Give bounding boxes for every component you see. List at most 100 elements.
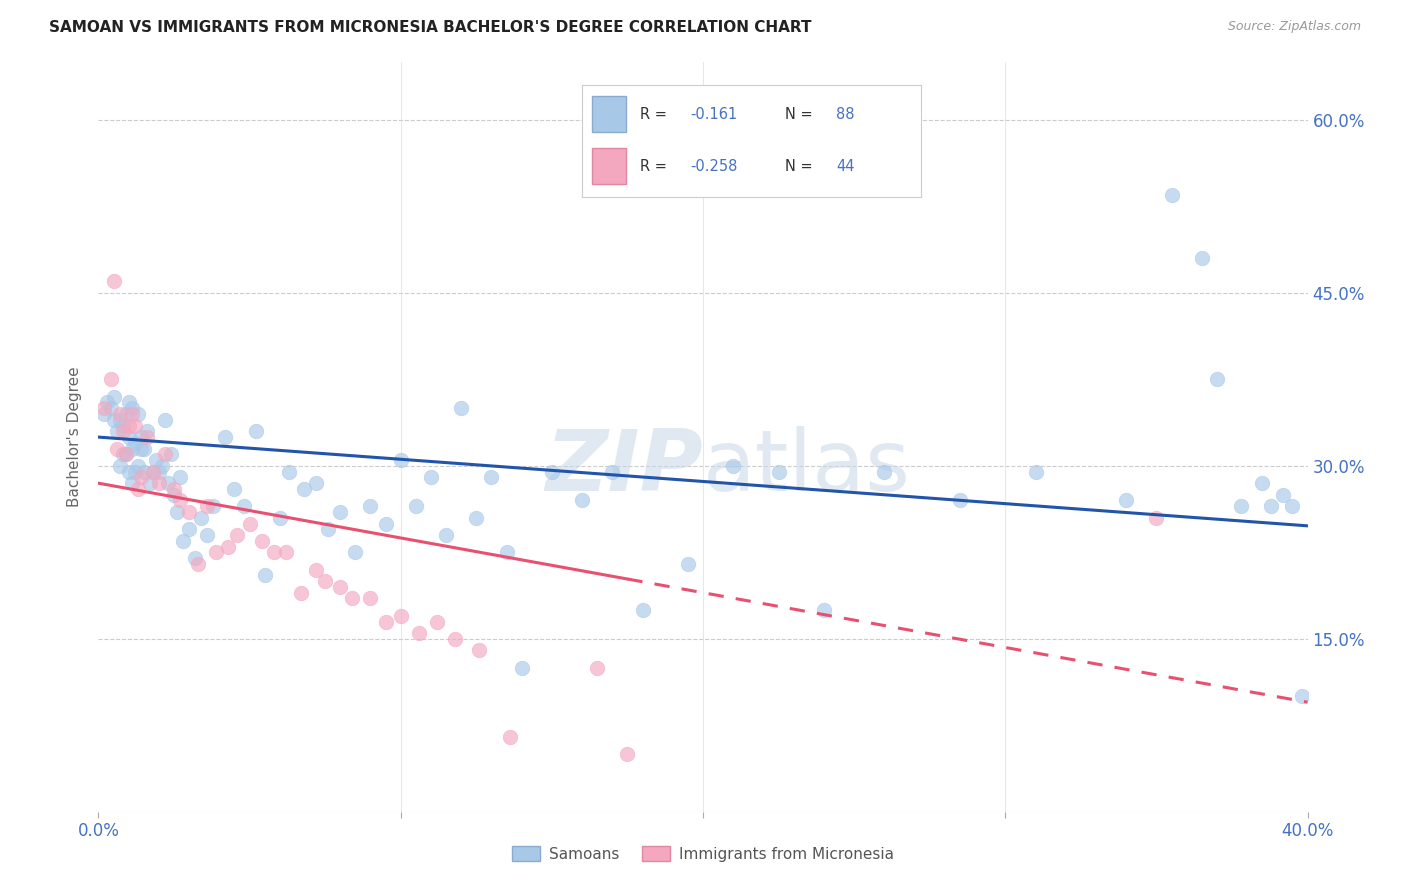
Point xyxy=(129,470,152,484)
Point xyxy=(1281,500,1303,514)
Point xyxy=(166,505,188,519)
Point xyxy=(121,476,143,491)
Point xyxy=(160,447,183,461)
Text: SAMOAN VS IMMIGRANTS FROM MICRONESIA BACHELOR'S DEGREE CORRELATION CHART: SAMOAN VS IMMIGRANTS FROM MICRONESIA BAC… xyxy=(49,20,811,35)
Point xyxy=(118,430,141,444)
Point xyxy=(118,418,141,433)
Point xyxy=(132,465,155,479)
Point xyxy=(169,470,191,484)
Point xyxy=(408,626,430,640)
Text: atlas: atlas xyxy=(703,425,911,508)
Point xyxy=(148,465,170,479)
Point xyxy=(873,465,896,479)
Point xyxy=(103,390,125,404)
Point xyxy=(420,470,443,484)
Point xyxy=(121,407,143,421)
Point xyxy=(93,407,115,421)
Point xyxy=(121,401,143,416)
Point xyxy=(1272,488,1295,502)
Point xyxy=(179,505,201,519)
Point xyxy=(245,425,267,439)
Point xyxy=(148,476,170,491)
Point xyxy=(305,476,328,491)
Point xyxy=(93,401,115,416)
Point xyxy=(1260,500,1282,514)
Point xyxy=(127,458,149,473)
Point xyxy=(217,540,239,554)
Point xyxy=(103,413,125,427)
Point xyxy=(342,591,364,606)
Point xyxy=(153,447,176,461)
Point xyxy=(1144,510,1167,524)
Point xyxy=(145,453,167,467)
Point xyxy=(250,533,273,548)
Point xyxy=(187,557,209,571)
Point xyxy=(190,510,212,524)
Point xyxy=(100,401,122,416)
Point xyxy=(214,430,236,444)
Point xyxy=(142,465,165,479)
Point xyxy=(465,510,488,524)
Point xyxy=(202,500,225,514)
Point xyxy=(481,470,503,484)
Point xyxy=(602,465,624,479)
Point xyxy=(586,660,609,674)
Point xyxy=(135,430,157,444)
Point xyxy=(195,528,218,542)
Point xyxy=(374,516,396,531)
Point xyxy=(1160,188,1182,202)
Point xyxy=(263,545,285,559)
Point xyxy=(239,516,262,531)
Point xyxy=(135,425,157,439)
Point xyxy=(1230,500,1253,514)
Point xyxy=(153,413,176,427)
Point xyxy=(100,372,122,386)
Point xyxy=(195,500,218,514)
Point xyxy=(232,500,254,514)
Point xyxy=(127,407,149,421)
Point xyxy=(127,482,149,496)
Point xyxy=(129,442,152,456)
Point xyxy=(444,632,467,646)
Point xyxy=(108,458,131,473)
Point xyxy=(360,591,382,606)
Point xyxy=(1191,252,1213,266)
Point xyxy=(450,401,472,416)
Point xyxy=(813,603,835,617)
Point xyxy=(495,545,517,559)
Point xyxy=(150,458,173,473)
Point xyxy=(277,465,299,479)
Point xyxy=(571,493,593,508)
Point xyxy=(1251,476,1274,491)
Point xyxy=(139,476,162,491)
Point xyxy=(124,435,146,450)
Point xyxy=(616,747,638,761)
Text: Source: ZipAtlas.com: Source: ZipAtlas.com xyxy=(1227,20,1361,33)
Point xyxy=(269,510,291,524)
Point xyxy=(405,500,427,514)
Point xyxy=(111,418,134,433)
Point xyxy=(540,465,562,479)
Point xyxy=(290,585,312,599)
Point xyxy=(1024,465,1046,479)
Point xyxy=(360,500,382,514)
Point xyxy=(1206,372,1229,386)
Point xyxy=(111,425,134,439)
Text: ZIP: ZIP xyxy=(546,425,703,508)
Point xyxy=(434,528,457,542)
Point xyxy=(96,395,118,409)
Point xyxy=(163,482,186,496)
Point xyxy=(114,447,136,461)
Point xyxy=(184,551,207,566)
Point xyxy=(108,413,131,427)
Point xyxy=(314,574,336,589)
Point xyxy=(108,407,131,421)
Point xyxy=(1291,690,1313,704)
Point xyxy=(163,488,186,502)
Point xyxy=(1115,493,1137,508)
Point xyxy=(305,563,328,577)
Point xyxy=(292,482,315,496)
Point xyxy=(631,603,654,617)
Point xyxy=(121,442,143,456)
Point xyxy=(169,493,191,508)
